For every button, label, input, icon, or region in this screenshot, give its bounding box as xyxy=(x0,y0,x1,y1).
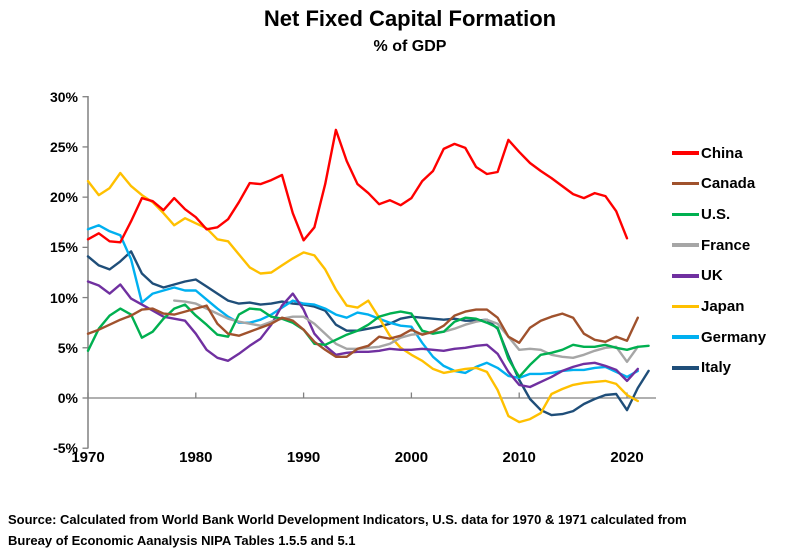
legend-swatch xyxy=(672,181,699,186)
series-line-uk xyxy=(86,280,639,389)
chart-subtitle: % of GDP xyxy=(373,38,447,55)
x-tick-label: 1990 xyxy=(286,449,321,466)
legend-label: China xyxy=(701,144,743,162)
legend-item-china: China xyxy=(672,143,743,163)
legend-label: Japan xyxy=(701,298,745,315)
legend-item-japan: Japan xyxy=(672,297,744,317)
legend-item-us: U.S. xyxy=(672,204,730,224)
y-tick-label: 30% xyxy=(49,88,78,105)
series-line-us xyxy=(86,303,650,379)
y-tick-label: 15% xyxy=(49,239,78,256)
legend-swatch xyxy=(672,151,699,155)
x-tick-label: 2010 xyxy=(502,449,536,466)
legend-swatch xyxy=(672,366,699,370)
legend-swatch xyxy=(672,274,699,278)
legend-swatch xyxy=(672,335,699,339)
series-line-france xyxy=(172,299,639,363)
legend-item-uk: UK xyxy=(672,266,723,286)
x-tick-label: 1980 xyxy=(179,449,213,466)
source-line-1: Source: Calculated from World Bank World… xyxy=(8,512,687,527)
series-line-canada xyxy=(86,304,639,358)
x-tick-label: 2020 xyxy=(610,449,644,466)
legend-label: UK xyxy=(701,267,723,285)
chart-title: Net Fixed Capital Formation xyxy=(263,6,557,31)
x-tick-label: 2000 xyxy=(394,449,429,466)
legend-item-france: France xyxy=(672,235,750,255)
legend-swatch xyxy=(672,212,699,217)
source-note: Source: Calculated from World Bank World… xyxy=(8,509,796,551)
x-tick-label: 1970 xyxy=(71,449,105,466)
series-line-china xyxy=(86,128,629,244)
y-tick-label: 20% xyxy=(49,189,78,206)
y-tick-label: 0% xyxy=(57,390,78,406)
legend-swatch xyxy=(672,243,699,247)
series-line-japan xyxy=(86,171,639,424)
legend-label: Italy xyxy=(701,359,732,377)
series-line-italy xyxy=(86,250,650,417)
series-line-germany xyxy=(86,224,639,380)
legend-label: U.S. xyxy=(701,205,731,223)
legend-label: France xyxy=(701,236,751,254)
y-tick-label: 5% xyxy=(57,339,78,356)
y-tick-label: 10% xyxy=(49,289,78,306)
legend-item-canada: Canada xyxy=(672,174,755,194)
y-tick-label: 25% xyxy=(49,138,78,155)
legend-label: Canada xyxy=(701,175,756,193)
source-line-2: Bureay of Economic Aanalysis NIPA Tables… xyxy=(8,533,356,548)
legend-swatch xyxy=(672,304,699,309)
legend-item-italy: Italy xyxy=(672,358,731,378)
legend-label: Germany xyxy=(701,328,767,346)
legend-item-germany: Germany xyxy=(672,327,766,347)
y-tick-label: -5% xyxy=(53,440,78,457)
